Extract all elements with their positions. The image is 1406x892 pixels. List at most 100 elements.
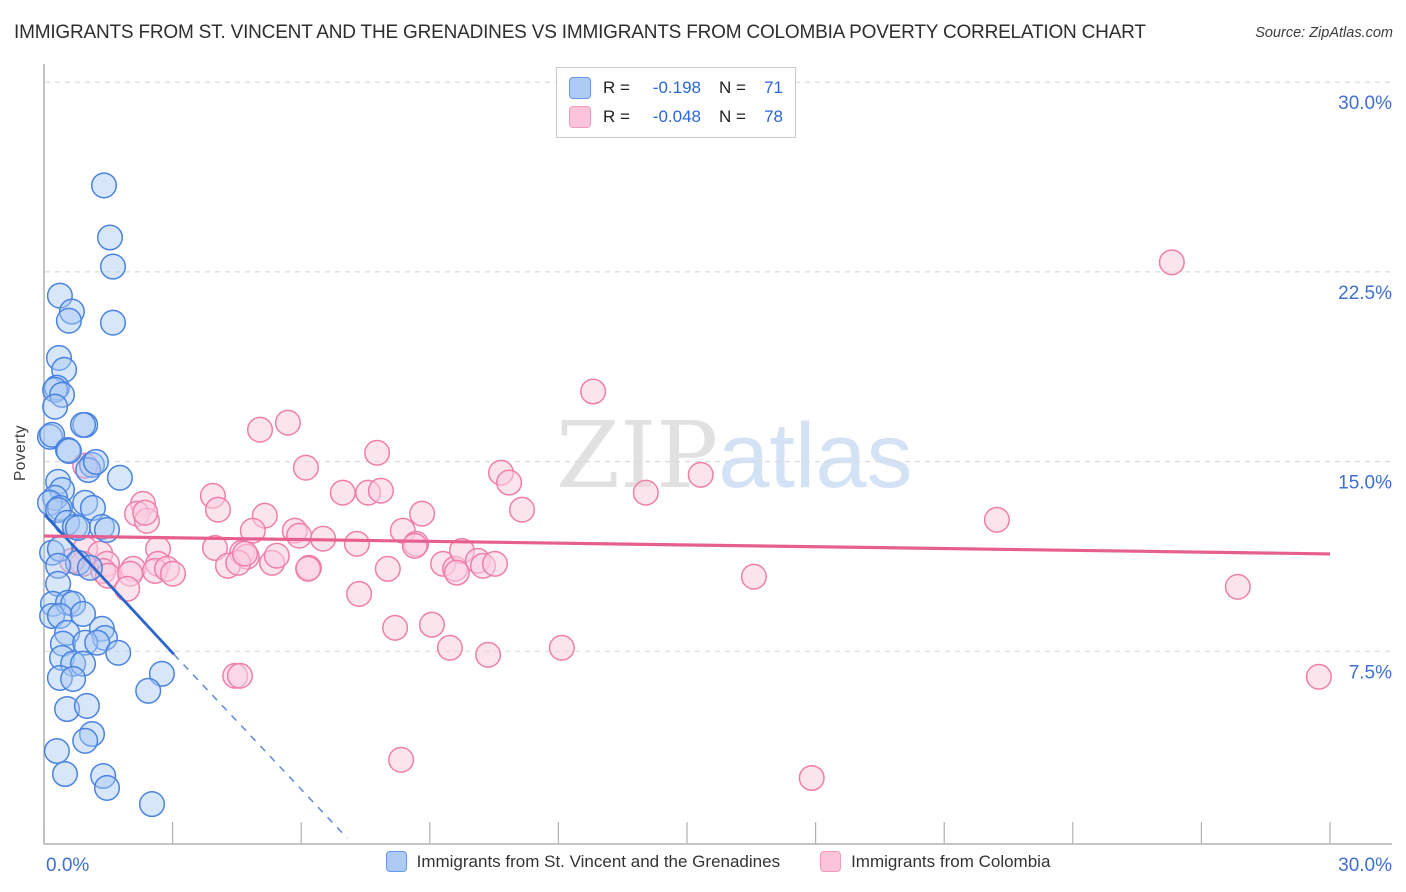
point-colombia[interactable] [226,662,253,689]
point-colombia[interactable] [72,452,99,479]
point-colombia[interactable] [475,641,502,668]
point-stvincent[interactable] [39,539,66,566]
point-colombia[interactable] [388,746,415,773]
point-stvincent[interactable] [42,393,69,420]
point-stvincent[interactable] [55,437,82,465]
point-stvincent[interactable] [43,374,70,401]
point-colombia[interactable] [508,496,536,523]
point-stvincent[interactable] [48,381,76,408]
point-stvincent[interactable] [99,253,127,280]
point-colombia[interactable] [329,479,356,506]
point-stvincent[interactable] [69,411,97,438]
point-colombia[interactable] [418,611,445,638]
stvincent-swatch-icon [385,851,407,872]
colombia-swatch-icon [820,851,842,872]
point-colombia[interactable] [364,439,391,466]
point-stvincent[interactable] [135,677,162,704]
point-stvincent[interactable] [76,554,103,581]
point-stvincent[interactable] [93,774,121,801]
point-colombia[interactable] [401,532,428,559]
point-stvincent[interactable] [73,692,100,719]
point-stvincent[interactable] [106,464,133,491]
point-stvincent[interactable] [99,309,127,336]
x-tick-label-30.0%: 30.0% [1338,855,1392,876]
point-colombia[interactable] [231,540,259,567]
point-colombia[interactable] [246,416,274,443]
point-stvincent[interactable] [46,494,73,521]
point-colombia[interactable] [367,477,394,504]
page-title: IMMIGRANTS FROM ST. VINCENT AND THE GREN… [14,22,1146,43]
point-colombia[interactable] [548,634,575,661]
point-stvincent[interactable] [54,436,82,464]
point-colombia[interactable] [1305,663,1332,690]
point-colombia[interactable] [632,479,659,506]
point-colombia[interactable] [204,496,232,523]
point-stvincent[interactable] [46,602,73,629]
point-colombia[interactable] [295,555,322,582]
point-stvincent[interactable] [138,791,166,818]
r-value-colombia: -0.048 [652,107,701,126]
point-stvincent[interactable] [91,624,118,651]
point-stvincent[interactable] [72,489,99,516]
legend-row-stvincent: R = -0.198 N = 71 [569,75,783,101]
point-stvincent[interactable] [79,494,106,521]
point-stvincent[interactable] [60,665,87,692]
point-colombia[interactable] [740,563,767,590]
point-stvincent[interactable] [148,660,175,687]
x-tick-label-0.0%: 0.0% [46,855,89,876]
point-colombia[interactable] [496,469,523,496]
point-stvincent[interactable] [60,650,87,677]
point-colombia[interactable] [436,634,463,661]
point-stvincent[interactable] [51,760,79,788]
legend-row-colombia: R = -0.048 N = 78 [569,104,783,130]
point-colombia[interactable] [201,534,229,561]
point-stvincent[interactable] [72,727,99,754]
point-colombia[interactable] [286,522,313,549]
point-colombia[interactable] [274,409,301,436]
point-colombia[interactable] [132,499,159,526]
legend-item-colombia[interactable]: Immigrants from Colombia [820,851,1050,872]
trend-line-stvincent [43,514,175,656]
y-tick-label-15.0%: 15.0% [1338,473,1392,494]
point-stvincent[interactable] [75,456,102,484]
point-stvincent[interactable] [78,451,106,478]
point-stvincent[interactable] [105,639,132,666]
point-colombia[interactable] [580,378,607,405]
point-stvincent[interactable] [39,421,66,448]
point-colombia[interactable] [239,517,266,544]
point-stvincent[interactable] [39,602,66,629]
point-colombia[interactable] [346,580,373,607]
point-colombia[interactable] [374,555,401,582]
point-colombia[interactable] [1224,573,1251,600]
point-stvincent[interactable] [69,650,97,677]
point-stvincent[interactable] [45,552,72,579]
y-tick-label-22.5%: 22.5% [1338,283,1392,304]
point-stvincent[interactable] [43,737,70,765]
point-stvincent[interactable] [96,224,124,251]
point-colombia[interactable] [481,550,509,577]
point-colombia[interactable] [443,559,470,586]
r-label: R = [603,107,630,126]
point-stvincent[interactable] [55,307,82,334]
point-stvincent[interactable] [45,496,72,523]
point-colombia[interactable] [409,500,436,527]
point-colombia[interactable] [382,614,409,641]
point-stvincent[interactable] [54,695,81,723]
point-colombia[interactable] [983,506,1010,533]
point-colombia[interactable] [292,454,319,481]
point-colombia[interactable] [1158,249,1185,276]
point-colombia[interactable] [159,560,187,587]
point-stvincent[interactable] [46,664,73,691]
point-colombia[interactable] [798,764,825,792]
point-stvincent[interactable] [84,629,111,656]
point-stvincent[interactable] [82,448,109,475]
point-stvincent[interactable] [69,600,97,627]
legend-item-stvincent[interactable]: Immigrants from St. Vincent and the Gren… [385,851,780,872]
point-colombia[interactable] [114,575,141,602]
point-stvincent[interactable] [90,172,118,199]
point-colombia[interactable] [263,542,290,569]
point-colombia[interactable] [687,461,714,488]
point-colombia[interactable] [343,530,370,557]
